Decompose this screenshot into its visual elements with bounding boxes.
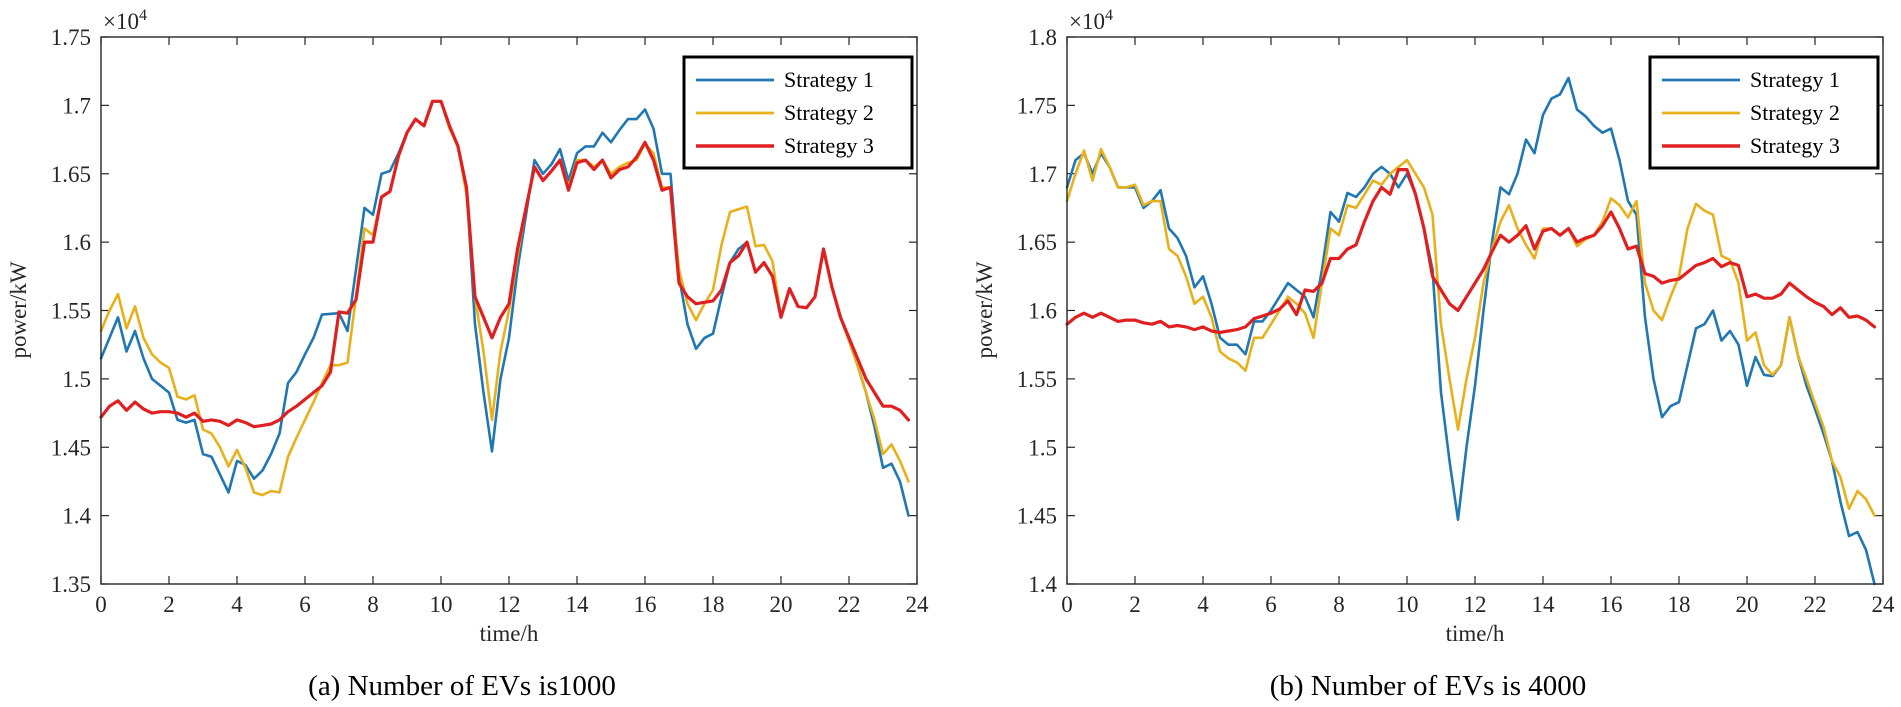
- y-tick-label: 1.75: [1017, 93, 1057, 118]
- legend-label-strategy-2: Strategy 2: [784, 100, 874, 125]
- x-tick-label: 6: [299, 592, 311, 617]
- x-axis-title-b: time/h: [1446, 621, 1505, 646]
- plot-area-a: 0 2 4 6 8 10 12 14 16 18 20 22 241.351.41.451.51.551…: [51, 25, 929, 617]
- y-tick-label: 1.55: [1017, 367, 1057, 392]
- series-line-strategy-2: [99, 100, 910, 497]
- y-tick-label: 1.4: [62, 504, 91, 529]
- y-tick-label: 1.6: [62, 230, 91, 255]
- y-tick-label: 1.65: [51, 162, 91, 187]
- x-tick-label: 0: [95, 592, 107, 617]
- x-tick-label: 16: [1600, 592, 1623, 617]
- x-axis-title-a: time/h: [480, 621, 539, 646]
- x-tick-label: 18: [702, 592, 725, 617]
- x-tick-label: 24: [1872, 592, 1896, 617]
- y-tick-label: 1.65: [1017, 230, 1057, 255]
- series-line-strategy-1: [1065, 76, 1876, 586]
- y-tick-label: 1.45: [51, 435, 91, 460]
- x-tick-label: 18: [1668, 592, 1691, 617]
- y-tick-label: 1.8: [1028, 25, 1057, 50]
- x-tick-label: 8: [1333, 592, 1345, 617]
- x-tick-label: 22: [838, 592, 861, 617]
- x-tick-label: 12: [498, 592, 521, 617]
- chart-panel-a: 0 2 4 6 8 10 12 14 16 18 20 22 241.351.41.451.51.551…: [6, 7, 929, 702]
- y-multiplier-a: ×104: [103, 7, 147, 34]
- series-line-strategy-3: [1065, 168, 1877, 334]
- x-tick-label: 14: [566, 592, 590, 617]
- caption-a: (a) Number of EVs is1000: [308, 670, 616, 702]
- x-tick-label: 4: [1197, 592, 1209, 617]
- y-tick-label: 1.75: [51, 25, 91, 50]
- x-tick-label: 20: [770, 592, 793, 617]
- x-tick-label: 16: [634, 592, 657, 617]
- caption-b: (b) Number of EVs is 4000: [1270, 670, 1587, 702]
- y-tick-label: 1.5: [62, 367, 91, 392]
- x-tick-label: 6: [1265, 592, 1277, 617]
- legend-label-strategy-1: Strategy 1: [784, 67, 874, 92]
- x-tick-label: 10: [430, 592, 453, 617]
- y-tick-label: 1.4: [1028, 572, 1057, 597]
- axes-box-a: [100, 36, 918, 585]
- series-line-strategy-2: [1065, 147, 1876, 517]
- x-tick-label: 8: [367, 592, 379, 617]
- y-tick-label: 1.7: [1028, 162, 1057, 187]
- y-tick-label: 1.45: [1017, 504, 1057, 529]
- x-tick-label: 2: [163, 592, 175, 617]
- x-tick-label: 14: [1532, 592, 1556, 617]
- x-tick-label: 10: [1396, 592, 1419, 617]
- y-axis-title-b: power/kW: [972, 261, 997, 358]
- legend-a: Strategy 1 Strategy 2 Strategy 3: [682, 55, 914, 170]
- legend-label-strategy-3: Strategy 3: [1750, 133, 1840, 158]
- x-tick-label: 24: [906, 592, 930, 617]
- legend-label-strategy-3: Strategy 3: [784, 133, 874, 158]
- chart-panel-b: 0 2 4 6 8 10 12 14 16 18 20 22 241.41.451.51.551.61.…: [972, 7, 1895, 702]
- plot-area-b: 0 2 4 6 8 10 12 14 16 18 20 22 241.41.451.51.551.61.…: [1017, 25, 1895, 617]
- legend-label-strategy-2: Strategy 2: [1750, 100, 1840, 125]
- y-tick-label: 1.35: [51, 572, 91, 597]
- series-line-strategy-3: [99, 99, 911, 429]
- x-tick-label: 2: [1129, 592, 1141, 617]
- x-tick-label: 0: [1061, 592, 1073, 617]
- y-tick-label: 1.5: [1028, 435, 1057, 460]
- x-tick-label: 20: [1736, 592, 1759, 617]
- y-tick-label: 1.55: [51, 299, 91, 324]
- legend-label-strategy-1: Strategy 1: [1750, 67, 1840, 92]
- y-axis-title-a: power/kW: [6, 261, 31, 358]
- y-multiplier-b: ×104: [1069, 7, 1113, 34]
- x-tick-label: 4: [231, 592, 243, 617]
- y-tick-label: 1.7: [62, 93, 91, 118]
- legend-b: Strategy 1 Strategy 2 Strategy 3: [1648, 55, 1880, 170]
- x-tick-label: 22: [1804, 592, 1827, 617]
- y-tick-label: 1.6: [1028, 299, 1057, 324]
- axes-box-b: [1066, 36, 1884, 585]
- x-tick-label: 12: [1464, 592, 1487, 617]
